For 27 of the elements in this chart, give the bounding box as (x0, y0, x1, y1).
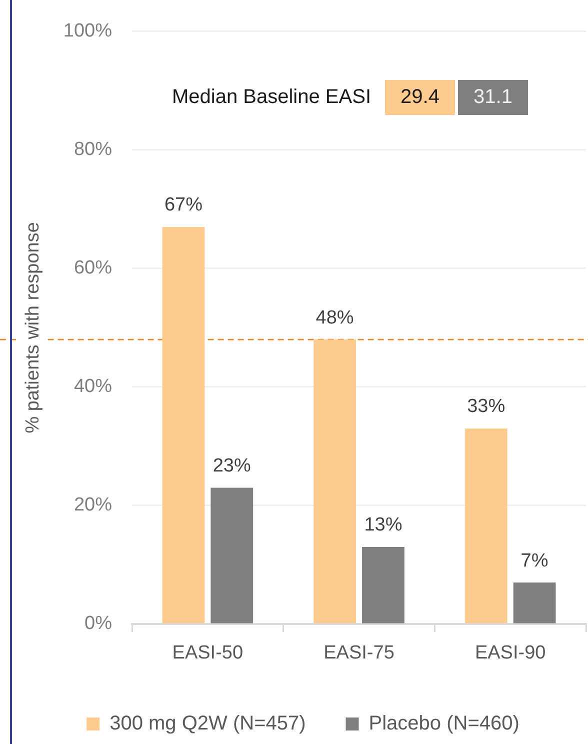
data-label: 7% (520, 550, 548, 572)
y-tick-label: 20% (74, 494, 112, 516)
legend-label: 300 mg Q2W (N=457) (110, 712, 306, 735)
bar (210, 488, 254, 624)
legend-label: Placebo (N=460) (368, 712, 520, 735)
y-tick-label: 40% (74, 376, 112, 398)
y-tick-label: 0% (84, 613, 112, 634)
label-box: 29.4 (385, 80, 456, 115)
data-label: 23% (212, 455, 251, 476)
data-label: 13% (364, 514, 402, 536)
annotation: Median Baseline EASI (172, 86, 372, 109)
bar (314, 340, 356, 624)
y-tick-label: 80% (74, 139, 112, 160)
bar (513, 582, 556, 624)
label-box: 31.1 (458, 80, 528, 115)
x-tick-label: EASI-90 (474, 642, 546, 664)
data-label: 33% (467, 396, 506, 418)
y-axis-title: % patients with response (22, 222, 44, 434)
y-tick-label: 60% (74, 258, 112, 279)
y-tick-label: 100% (63, 20, 112, 42)
bar (162, 226, 205, 624)
x-tick-label: EASI-75 (324, 642, 394, 664)
bar (362, 546, 404, 624)
data-label: 48% (316, 307, 354, 328)
x-tick-label: EASI-50 (172, 642, 244, 664)
bar (464, 428, 508, 624)
data-label: 67% (164, 194, 203, 216)
